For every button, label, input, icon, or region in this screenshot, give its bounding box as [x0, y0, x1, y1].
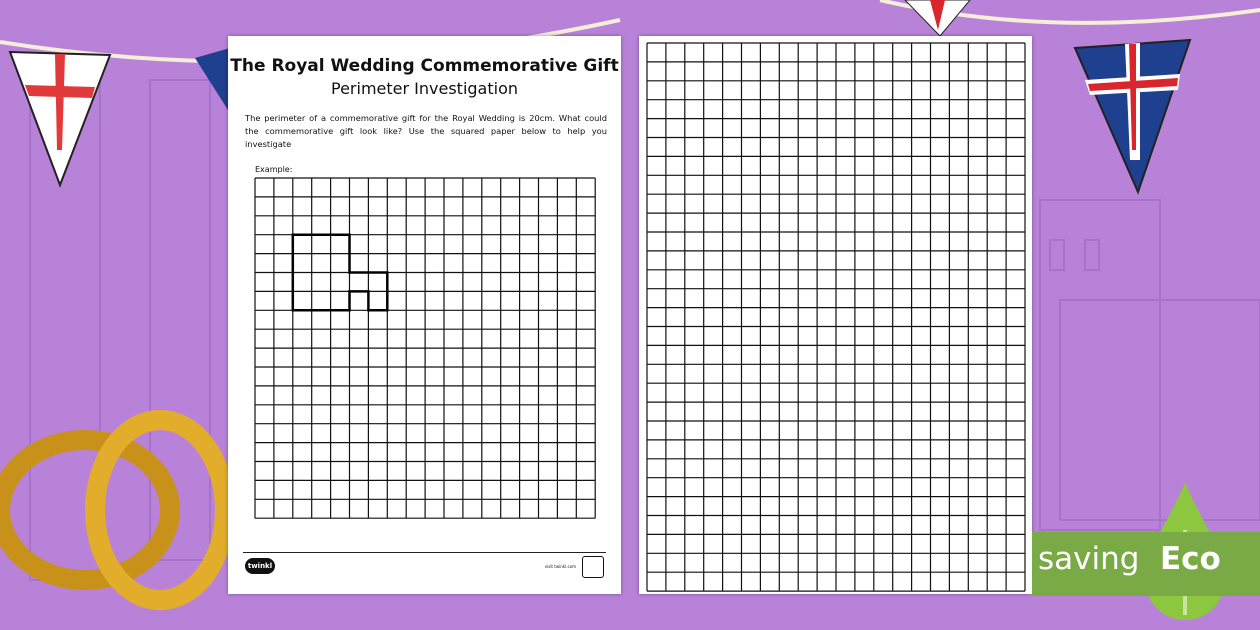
- blank-grid-page: [639, 36, 1032, 594]
- worksheet-page: The Royal Wedding Commemorative Gift Per…: [228, 36, 621, 594]
- bunting-flag-union-partial: [195, 0, 971, 110]
- bunting-string: [0, 0, 1260, 64]
- bunting-flag-england: [8, 50, 112, 188]
- instructions-text: The perimeter of a commemorative gift fo…: [245, 113, 607, 149]
- blank-squared-grid: [646, 42, 1026, 592]
- worksheet-subtitle: Perimeter Investigation: [331, 79, 518, 98]
- quality-badge-icon: [582, 556, 604, 578]
- eco-banner: [1032, 532, 1260, 596]
- eco-text: Eco: [1160, 541, 1221, 577]
- grid-lines: [646, 42, 1026, 592]
- worksheet-title: The Royal Wedding Commemorative Gift: [230, 56, 619, 76]
- footer-divider: [243, 552, 606, 553]
- example-label: Example:: [255, 165, 293, 174]
- twinkl-logo: twinkl: [245, 558, 275, 574]
- example-shape-outline: [291, 233, 389, 312]
- wedding-rings-icon: [0, 410, 235, 610]
- example-squared-grid: [254, 177, 596, 519]
- eco-saving-text: saving: [1038, 541, 1140, 577]
- grid-lines: [254, 177, 596, 519]
- bunting-flag-union: [1073, 38, 1192, 195]
- footer-url: visit twinkl.com: [544, 564, 576, 569]
